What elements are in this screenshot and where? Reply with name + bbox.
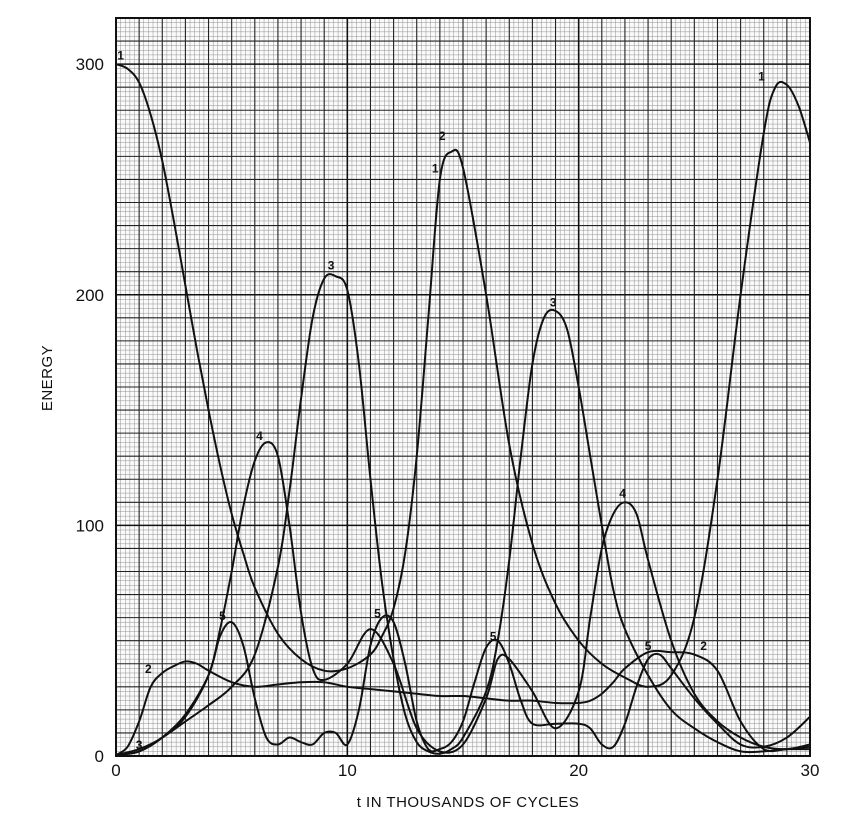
y-axis-title: ENERGY [39, 345, 56, 411]
curve-label-5: 5 [645, 639, 652, 653]
y-tick-label: 300 [76, 55, 104, 74]
curve-label-4: 4 [619, 487, 626, 501]
curve-label-4: 4 [256, 429, 263, 443]
series-line-3 [115, 273, 811, 756]
curve-label-1: 1 [758, 69, 765, 83]
curve-label-2: 2 [145, 662, 152, 676]
curve-label-3: 3 [550, 295, 557, 309]
series-line-2 [115, 649, 811, 756]
x-tick-label: 20 [569, 761, 588, 780]
x-tick-label: 30 [801, 761, 820, 780]
curve-label-1: 1 [117, 49, 124, 63]
series-line-5 [115, 614, 811, 756]
curves [115, 63, 811, 756]
grid-mid-lines [116, 17, 810, 756]
series-line-4 [115, 441, 811, 756]
y-tick-label: 100 [76, 516, 104, 535]
x-tick-label: 10 [338, 761, 357, 780]
y-tick-label: 200 [76, 286, 104, 305]
curve-label-5: 5 [490, 630, 497, 644]
x-axis-title: t IN THOUSANDS OF CYCLES [357, 794, 580, 811]
curve-label-3: 3 [136, 738, 143, 752]
y-tick-label: 0 [95, 747, 104, 766]
curve-label-3: 3 [328, 258, 335, 272]
curve-label-5: 5 [219, 609, 226, 623]
plot-frame [115, 17, 811, 757]
x-tick-label: 0 [111, 761, 120, 780]
grid [115, 17, 811, 757]
curve-label-1: 1 [432, 162, 439, 176]
curve-label-2: 2 [700, 639, 707, 653]
series-line-1 [115, 63, 811, 688]
curve-label-5: 5 [374, 607, 381, 621]
curve-label-2: 2 [439, 129, 446, 143]
curve-labels: 1 1 1 2 2 2 3 3 3 4 4 5 5 5 5 [117, 49, 765, 753]
